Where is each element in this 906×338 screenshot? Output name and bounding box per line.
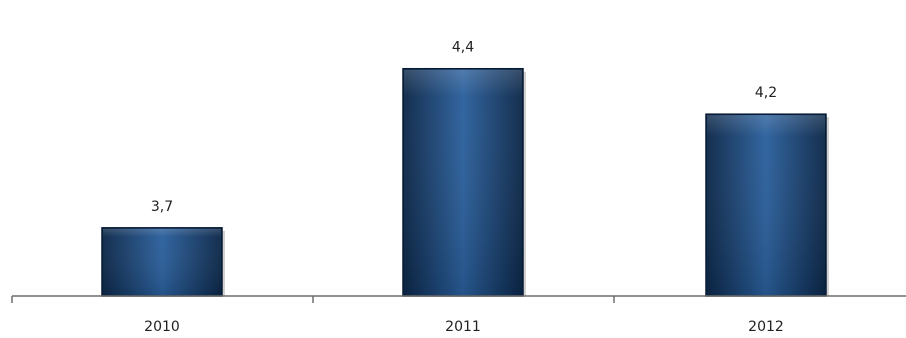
x-tick-label-2010: 2010 xyxy=(144,319,180,334)
x-tick-label-2011: 2011 xyxy=(445,319,481,334)
bar-2012 xyxy=(705,113,829,297)
data-label-2012: 4,2 xyxy=(755,85,777,101)
bar-2011 xyxy=(402,67,526,297)
data-label-2010: 3,7 xyxy=(151,199,173,215)
bar-highlight xyxy=(707,115,825,295)
bar-highlight xyxy=(103,228,221,295)
bar-highlight xyxy=(404,69,522,296)
data-label-2011: 4,4 xyxy=(452,40,474,56)
bar-2010 xyxy=(101,227,225,297)
x-tick-label-2012: 2012 xyxy=(748,319,784,334)
